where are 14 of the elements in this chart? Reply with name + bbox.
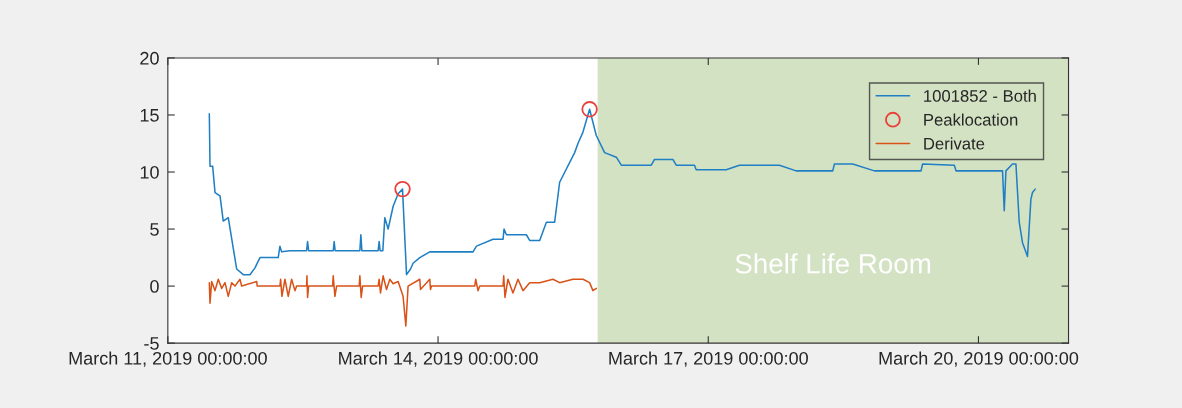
- legend-label: Derivate: [924, 137, 985, 150]
- y-tick-label: 5: [150, 223, 159, 236]
- y-tick-label: 0: [150, 280, 159, 293]
- x-tick-label: March 20, 2019 00:00:00: [879, 351, 1079, 367]
- x-tick-label: March 11, 2019 00:00:00: [69, 351, 267, 367]
- x-tick-label: March 17, 2019 00:00:00: [609, 351, 808, 367]
- y-tick-label: -5: [144, 337, 159, 350]
- legend-label: Peaklocation: [924, 113, 1018, 126]
- y-tick-label: 20: [140, 51, 159, 65]
- band-label: Shelf Life Room: [735, 253, 931, 274]
- x-tick-label: March 14, 2019 00:00:00: [339, 351, 538, 367]
- y-tick-label: 10: [140, 165, 159, 179]
- y-tick-label: 15: [140, 109, 159, 122]
- legend-label: 1001852 - Both: [924, 89, 1036, 102]
